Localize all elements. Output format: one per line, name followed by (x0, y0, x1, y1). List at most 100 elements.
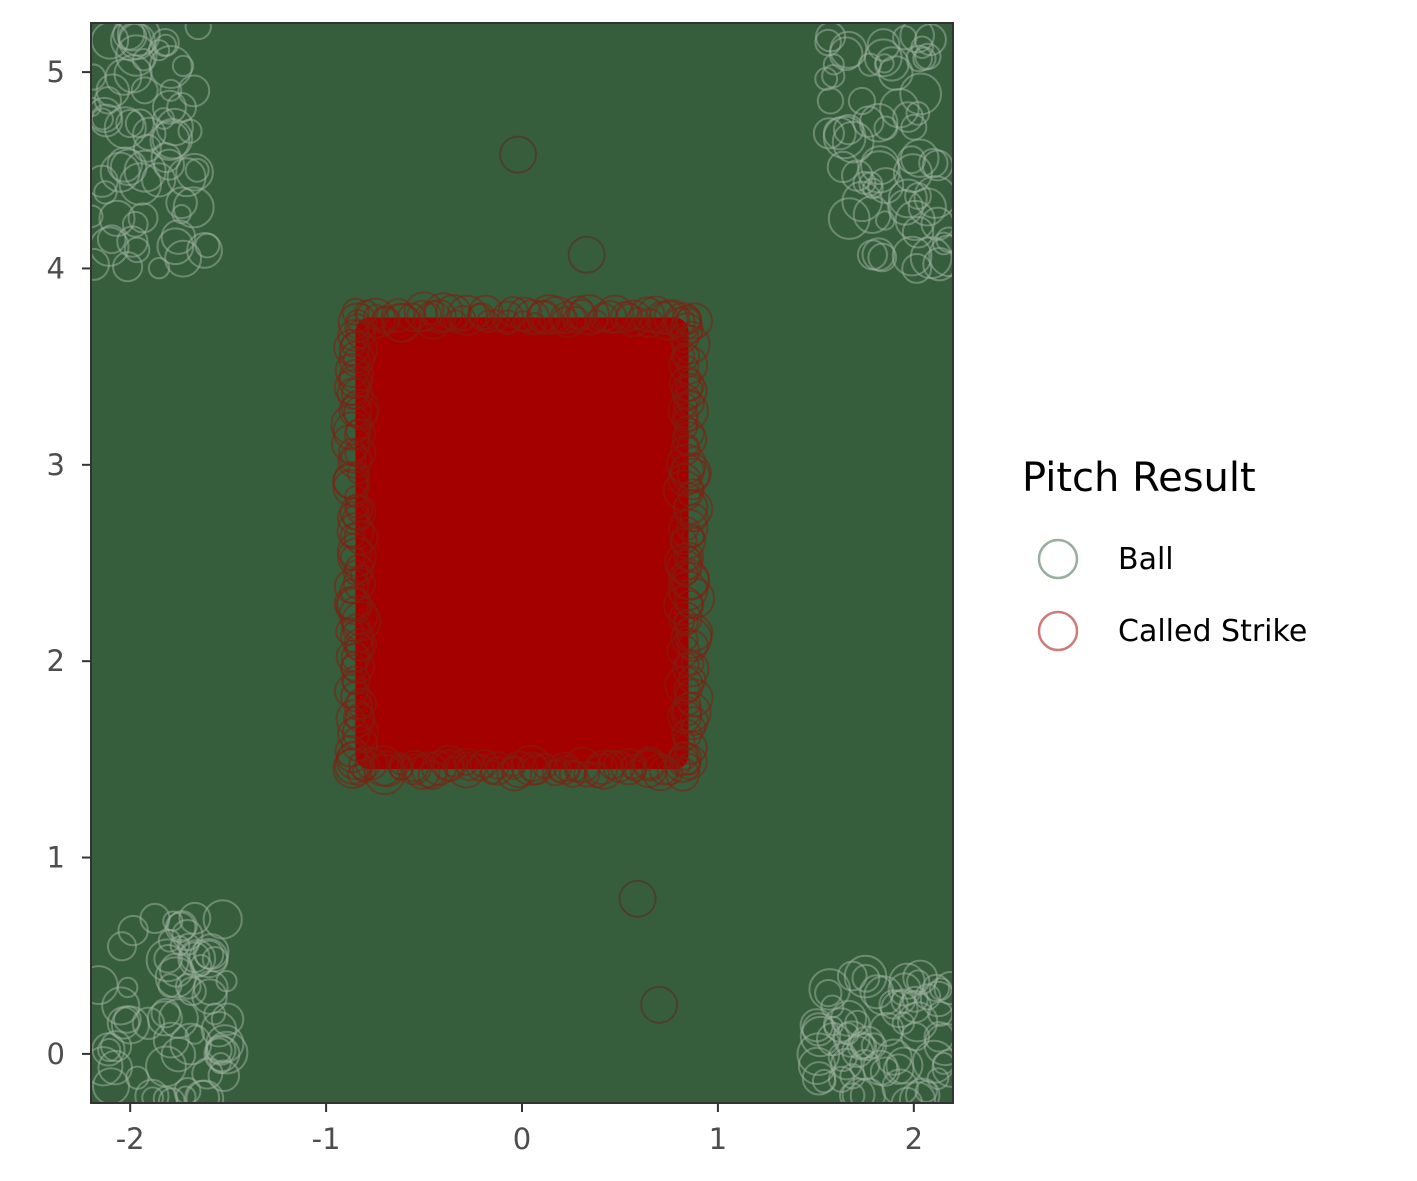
called-strike-point (340, 332, 366, 358)
ball-point (118, 162, 163, 206)
ball-point (112, 251, 144, 283)
ball-point (814, 28, 842, 57)
called-strike-point (564, 746, 601, 784)
called-strike-point (342, 559, 369, 586)
called-strike-point (453, 751, 479, 777)
ball-point (799, 1015, 842, 1058)
points-layer (91, 23, 953, 1103)
ball-point (891, 235, 933, 277)
ball-point (157, 1087, 186, 1103)
called-strike-point (614, 299, 653, 338)
called-strike-point (339, 653, 368, 682)
ball-point (843, 954, 888, 999)
legend-label-called-strike: Called Strike (1118, 613, 1308, 649)
ball-point (194, 232, 221, 259)
ball-point (878, 989, 909, 1020)
called-strike-point (449, 304, 477, 332)
ball-point (869, 1056, 901, 1087)
called-strike-point (345, 687, 377, 720)
ball-point (150, 997, 181, 1029)
called-strike-point (339, 446, 367, 474)
ball-point (901, 216, 935, 249)
called-strike-point (479, 751, 515, 786)
ball-point (839, 1063, 866, 1090)
ball-point (172, 186, 215, 229)
ball-point (831, 120, 875, 164)
called-strike-point (343, 691, 374, 722)
ball-point (851, 963, 881, 993)
ball-point (141, 1086, 165, 1103)
ball-point (905, 1077, 941, 1103)
legend-key-ball (1022, 523, 1094, 595)
ball-point (100, 1030, 133, 1063)
ball-point (115, 108, 145, 138)
ball-point (200, 1010, 238, 1048)
called-strike-point (583, 749, 625, 790)
ball-point (116, 976, 139, 999)
ball-point (867, 242, 898, 273)
ball-point (113, 1005, 142, 1034)
ball-point (173, 1076, 202, 1103)
called-strike-point (332, 411, 372, 451)
called-strike-point (664, 665, 704, 706)
called-strike-point (335, 698, 376, 739)
called-strike-density-fill (355, 317, 689, 770)
ball-point (919, 980, 953, 1018)
ball-point (923, 1022, 953, 1067)
called-strike-point (339, 680, 372, 713)
ball-point (894, 199, 936, 241)
ball-point (123, 236, 151, 264)
called-strike-point (640, 985, 679, 1024)
ball-point (846, 1031, 876, 1061)
called-strike-point (496, 755, 533, 792)
called-strike-point (680, 651, 705, 676)
ball-point (892, 101, 924, 133)
called-strike-point (662, 585, 704, 626)
called-strike-point (342, 346, 371, 374)
called-strike-point (466, 753, 495, 782)
ball-point (921, 973, 951, 1002)
ball-point (933, 971, 953, 1006)
called-strike-point (641, 752, 680, 792)
called-strike-point (491, 300, 525, 334)
ball-point (205, 1034, 237, 1066)
ball-point (151, 89, 187, 125)
ball-point (900, 138, 940, 178)
ball-point (106, 931, 138, 962)
called-strike-point (676, 629, 709, 662)
called-strike-point (446, 748, 487, 789)
ball-point (184, 23, 212, 41)
called-strike-point (676, 355, 700, 379)
ball-point (115, 34, 158, 77)
ball-point (814, 978, 843, 1008)
ball-point (906, 969, 931, 994)
ball-point (882, 1053, 915, 1085)
ball-point (860, 1032, 888, 1059)
ball-point (923, 1021, 953, 1053)
called-strike-point (382, 303, 422, 343)
called-strike-point (673, 675, 701, 703)
called-strike-point (484, 309, 509, 333)
ball-point (852, 170, 877, 195)
legend-circle-ball (1037, 538, 1079, 580)
called-strike-point (343, 394, 379, 431)
legend-key-called-strike (1022, 595, 1094, 667)
called-strike-point (354, 297, 397, 339)
called-strike-point (668, 741, 703, 776)
ball-point (812, 117, 845, 150)
ball-point (127, 202, 159, 234)
called-strike-point (520, 754, 552, 786)
called-strike-point (346, 461, 370, 485)
ball-point (899, 72, 943, 116)
ball-point (125, 1065, 150, 1090)
ball-point (797, 1046, 837, 1086)
ball-point (905, 44, 933, 73)
called-strike-point (568, 294, 610, 336)
ball-point (860, 145, 900, 186)
ball-point (97, 1037, 122, 1063)
ball-point (890, 988, 916, 1014)
ball-point (175, 152, 214, 192)
called-strike-point (404, 754, 441, 790)
called-strike-point (499, 135, 538, 174)
ball-point (98, 199, 136, 237)
